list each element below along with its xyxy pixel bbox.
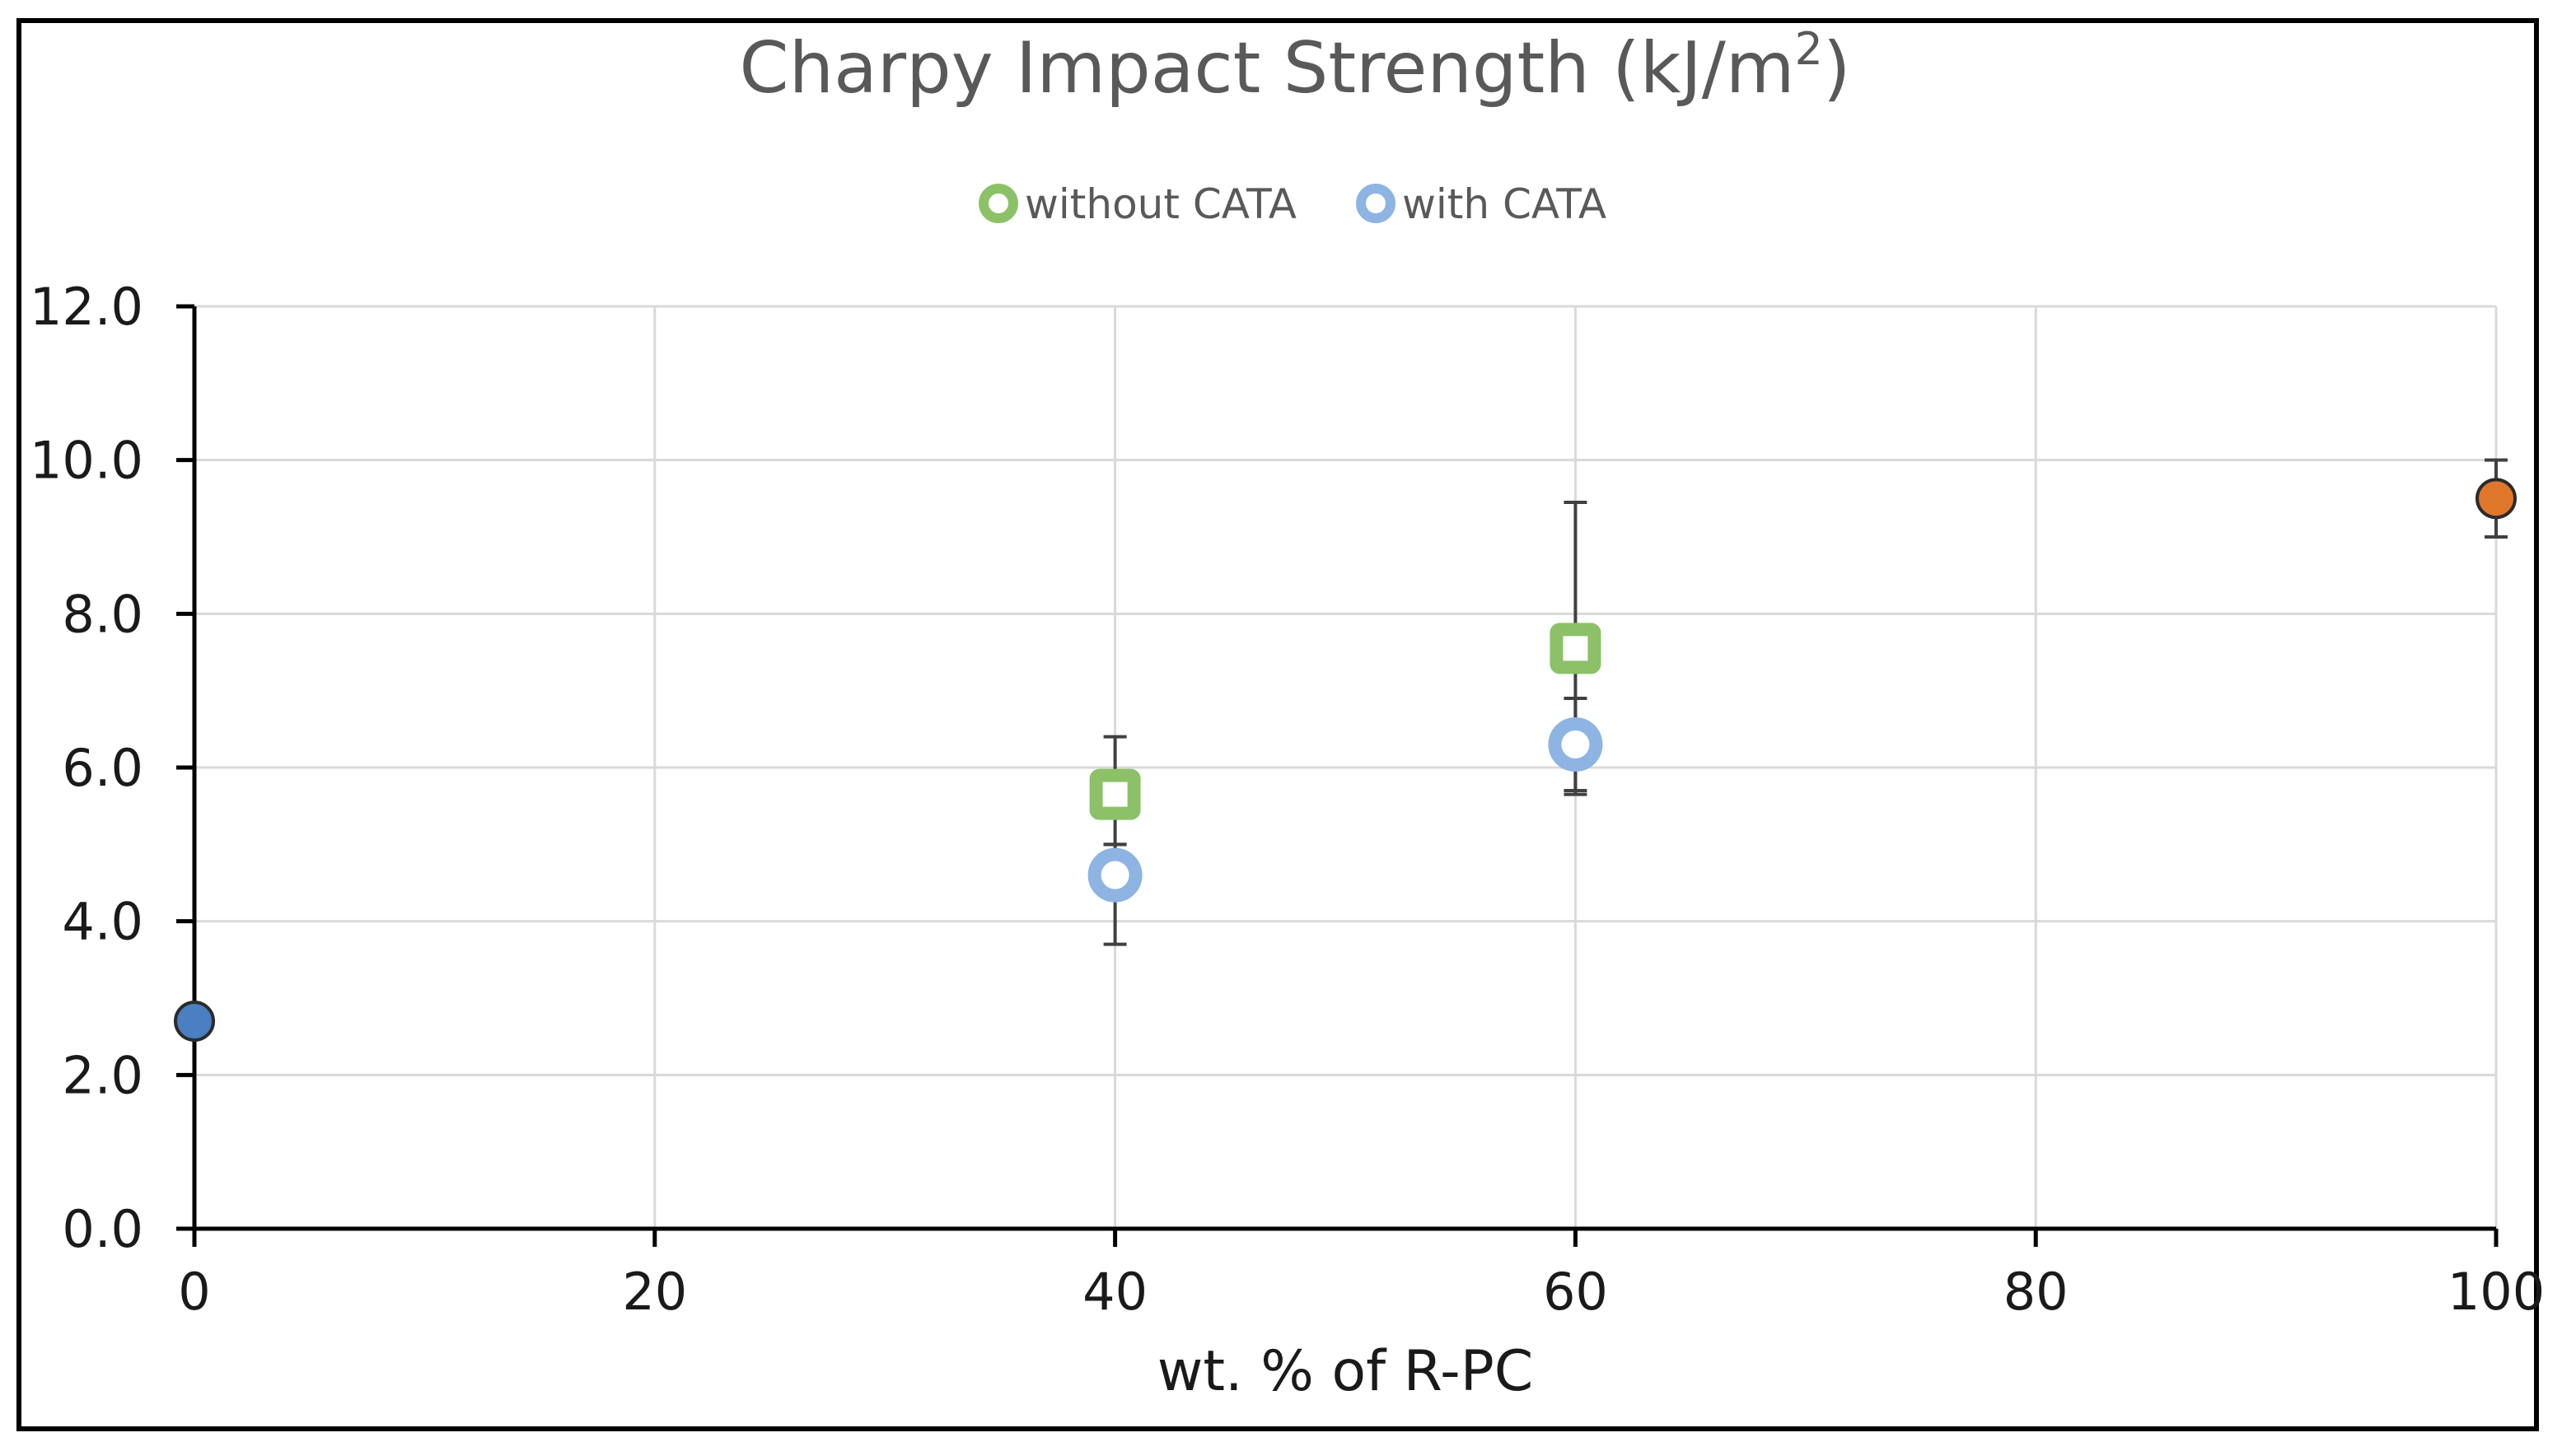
legend-label: with CATA (1402, 180, 1606, 228)
error-bars (183, 458, 2508, 1031)
x-tick-label: 0 (178, 1262, 210, 1322)
chart-title: Charpy Impact Strength (kJ/m2) (740, 23, 1851, 110)
data-point-with-cata-0 (1087, 847, 1143, 903)
legend-marker-icon (979, 184, 1018, 223)
legend-item-0: without CATA (979, 180, 1297, 228)
y-tick-label: 0.0 (62, 1199, 143, 1259)
y-tick-label: 8.0 (62, 584, 143, 644)
chart-frame (16, 18, 2539, 1431)
y-tick-label: 4.0 (62, 892, 143, 952)
tick-labels: 0.0 2.0 4.0 6.0 8.0 10.0 12.0 0 20 40 60 80 100 (30, 277, 2545, 1322)
x-axis-label: wt. % of R-PC (1157, 1339, 1533, 1404)
x-tick-label: 100 (2447, 1262, 2545, 1322)
legend-marker-icon (1356, 184, 1396, 223)
y-tick-label: 10.0 (30, 431, 143, 491)
x-tick-label: 60 (1543, 1262, 1608, 1322)
data-point-pure-r-pc-0 (2476, 478, 2517, 520)
legend-label: without CATA (1025, 180, 1297, 228)
x-tick-label: 40 (1082, 1262, 1148, 1322)
data-point-without-cata-1 (1550, 623, 1601, 674)
y-tick-label: 12.0 (30, 277, 143, 337)
chart-title-superscript: 2 (1795, 23, 1823, 75)
data-point-without-cata-0 (1089, 768, 1141, 820)
data-point-pure-virgin-pc-0 (174, 1001, 215, 1042)
x-tick-label: 20 (622, 1262, 687, 1322)
legend-item-1: with CATA (1356, 180, 1606, 228)
grid (194, 305, 2498, 1229)
chart-title-main: Charpy Impact Strength (kJ/m (740, 27, 1795, 110)
legend: without CATA with CATA (979, 180, 1606, 228)
y-tick-label: 6.0 (62, 738, 143, 798)
chart-title-end: ) (1823, 27, 1851, 110)
data-points (174, 478, 2517, 1042)
x-tick-label: 80 (2003, 1262, 2069, 1322)
data-point-with-cata-1 (1548, 717, 1603, 772)
y-tick-label: 2.0 (62, 1045, 143, 1105)
axes (176, 304, 2499, 1247)
